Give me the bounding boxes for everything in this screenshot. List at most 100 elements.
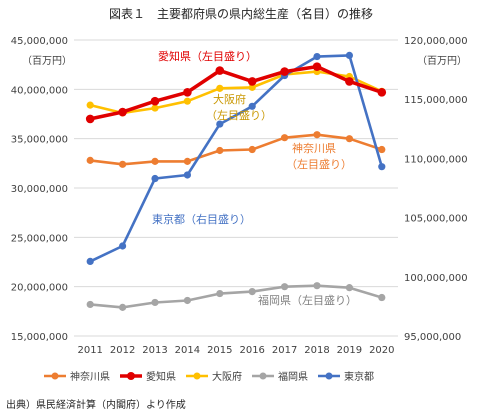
- annotation-osaka-line2: （左目盛り）: [206, 108, 272, 122]
- chart-title: 図表１ 主要都府県の県内総生産（名目）の推移: [109, 6, 373, 21]
- series-line-tokyo: [89, 54, 384, 263]
- data-point-aichi: [247, 77, 257, 86]
- left-tick-label: 45,000,000: [11, 36, 68, 47]
- annotation-kanagawa-line1: 神奈川県: [292, 141, 336, 155]
- data-point-kanagawa: [345, 135, 353, 143]
- right-tick-label: 105,000,000: [404, 214, 468, 225]
- x-tick-label: 2018: [304, 345, 329, 356]
- left-tick-label: 20,000,000: [11, 283, 68, 294]
- data-point-aichi: [345, 77, 354, 86]
- data-point-aichi: [150, 96, 160, 106]
- data-point-osaka: [86, 101, 94, 109]
- data-point-aichi: [280, 67, 289, 76]
- data-point-kanagawa: [378, 145, 386, 154]
- right-tick-label: 110,000,000: [404, 154, 468, 165]
- left-axis-ticks: 15,000,000 20,000,000 25,000,000 30,000,000…: [11, 36, 68, 343]
- legend-swatch-marker-aichi: [127, 372, 135, 380]
- data-point-fukuoka: [345, 284, 353, 292]
- data-point-kanagawa: [313, 131, 321, 139]
- data-point-tokyo: [216, 120, 224, 128]
- data-point-aichi: [183, 87, 192, 97]
- data-point-fukuoka: [248, 288, 256, 296]
- annotation-aichi: 愛知県（左目盛り）: [158, 49, 257, 63]
- series-line-aichi: [89, 64, 383, 121]
- legend-swatch-marker-tokyo: [325, 372, 333, 380]
- data-point-aichi: [118, 107, 127, 117]
- x-tick-label: 2012: [110, 345, 135, 356]
- right-axis-ticks: 95,000,000 100,000,000 105,000,000 110,000,…: [404, 36, 468, 343]
- data-point-fukuoka: [378, 293, 386, 302]
- left-tick-label: 25,000,000: [11, 233, 68, 244]
- right-tick-label: 100,000,000: [404, 273, 468, 284]
- data-point-tokyo: [119, 242, 127, 250]
- left-tick-label: 30,000,000: [11, 184, 68, 195]
- legend-label-tokyo: 東京都: [344, 370, 374, 383]
- data-point-kanagawa: [281, 134, 289, 142]
- annotation-kanagawa-line2: （左目盛り）: [286, 157, 352, 171]
- data-point-tokyo: [151, 174, 159, 183]
- data-point-kanagawa: [248, 145, 256, 154]
- right-tick-label: 95,000,000: [404, 332, 461, 343]
- annotation-fukuoka: 福岡県（左目盛り）: [258, 293, 357, 307]
- series-group: [85, 51, 387, 311]
- right-tick-label: 120,000,000: [404, 36, 468, 47]
- data-point-kanagawa: [216, 146, 224, 155]
- data-point-osaka: [183, 97, 191, 105]
- data-point-tokyo: [183, 171, 191, 179]
- x-tick-label: 2015: [207, 345, 232, 356]
- legend-label-osaka: 大阪府: [212, 370, 242, 383]
- right-axis-unit: （百万円）: [417, 55, 467, 67]
- data-point-fukuoka: [183, 296, 191, 305]
- legend-swatch-marker-osaka: [193, 372, 201, 380]
- data-point-osaka: [248, 83, 256, 91]
- data-point-kanagawa: [151, 157, 159, 165]
- data-point-tokyo: [313, 52, 321, 61]
- x-axis-ticks: 2011 2012 2013 2014 2015 2016 2017 2018 2019 2020: [77, 345, 394, 356]
- x-tick-label: 2013: [142, 345, 167, 356]
- legend-label-kanagawa: 神奈川県: [70, 370, 110, 383]
- data-point-osaka: [151, 104, 159, 112]
- data-point-tokyo: [378, 163, 386, 171]
- data-point-tokyo: [86, 257, 94, 266]
- data-point-osaka: [216, 84, 224, 92]
- data-point-fukuoka: [281, 283, 289, 291]
- data-point-fukuoka: [313, 282, 321, 290]
- data-point-fukuoka: [119, 303, 127, 311]
- x-tick-label: 2017: [272, 345, 297, 356]
- x-tick-label: 2019: [337, 345, 362, 356]
- series-line-fukuoka: [90, 284, 383, 309]
- legend-swatch-marker-kanagawa: [51, 372, 59, 380]
- left-tick-label: 35,000,000: [11, 135, 68, 146]
- data-point-kanagawa: [183, 157, 191, 165]
- x-tick-label: 2016: [239, 345, 264, 356]
- annotation-osaka-line1: 大阪府: [213, 92, 246, 106]
- legend-swatch-marker-fukuoka: [259, 372, 267, 380]
- data-point-tokyo: [345, 51, 353, 59]
- data-point-tokyo: [248, 102, 256, 110]
- data-point-kanagawa: [119, 160, 127, 168]
- data-point-kanagawa: [86, 156, 94, 164]
- data-point-aichi: [377, 87, 387, 97]
- x-tick-label: 2014: [175, 345, 200, 356]
- legend: 神奈川県 愛知県 大阪府 福岡県 東京都: [44, 370, 374, 383]
- annotation-tokyo: 東京都（右目盛り）: [152, 212, 251, 226]
- legend-label-fukuoka: 福岡県: [278, 370, 308, 383]
- x-tick-label: 2020: [369, 345, 394, 356]
- left-tick-label: 40,000,000: [11, 85, 68, 96]
- left-tick-label: 15,000,000: [11, 332, 68, 343]
- legend-label-aichi: 愛知県: [146, 370, 176, 383]
- x-tick-label: 2011: [77, 345, 102, 356]
- right-tick-label: 115,000,000: [404, 95, 468, 106]
- data-point-aichi: [215, 66, 225, 75]
- left-axis-unit: （百万円）: [22, 55, 72, 67]
- data-point-fukuoka: [151, 298, 159, 307]
- data-point-aichi: [85, 114, 95, 124]
- data-point-aichi: [312, 62, 322, 71]
- series-line-kanagawa: [90, 133, 383, 166]
- data-point-fukuoka: [216, 289, 224, 298]
- data-point-fukuoka: [86, 300, 94, 309]
- source-note: 出典）県民経済計算（内閣府）より作成: [6, 398, 186, 411]
